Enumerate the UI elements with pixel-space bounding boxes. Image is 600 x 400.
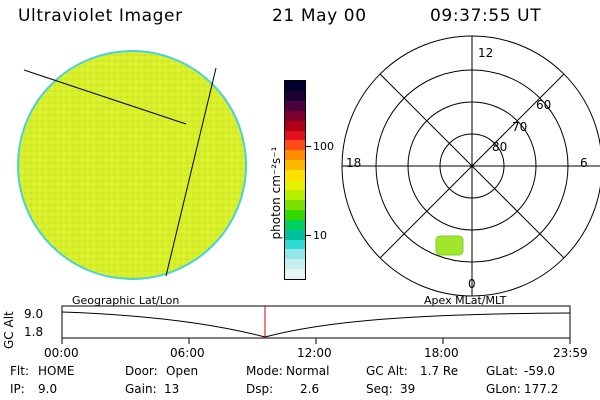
altitude-curve: [61, 311, 571, 338]
x-label-0600: 06:00: [170, 346, 205, 360]
status-flt-label: Flt:: [10, 364, 29, 378]
earth-disk: [17, 50, 247, 280]
colorbar-swatch: [285, 140, 305, 151]
colorbar-label-100: 100: [313, 140, 334, 153]
status-ip-label: IP:: [10, 382, 25, 396]
lat-label-80: 80: [492, 140, 508, 154]
colorbar-swatch: [285, 160, 305, 171]
status-dsp-value: 2.6: [300, 382, 320, 396]
status-door-label: Door:: [125, 364, 158, 378]
colorbar-swatch: [285, 189, 305, 200]
auroral-emission-blob: [435, 235, 464, 256]
status-flt-value: HOME: [38, 364, 75, 378]
colorbar-swatch: [285, 130, 305, 141]
timeline-frame: [61, 305, 571, 339]
polar-ring-50: [341, 35, 600, 297]
colorbar-tick-100: [306, 146, 311, 147]
mlt-label-6: 6: [580, 156, 588, 170]
colorbar-swatch: [285, 269, 305, 280]
colorbar-axis-label: photon cm⁻²s⁻¹: [269, 146, 283, 240]
x-label-1200: 12:00: [297, 346, 332, 360]
colorbar-swatch: [285, 209, 305, 220]
status-glat-label: GLat:: [486, 364, 519, 378]
status-gcalt-label: GC Alt:: [366, 364, 408, 378]
colorbar-swatch: [285, 229, 305, 240]
status-door-value: Open: [166, 364, 199, 378]
mlt-label-0: 0: [468, 277, 476, 291]
color-bar: [284, 80, 306, 280]
status-seq-value: 39: [400, 382, 416, 396]
colorbar-label-10: 10: [313, 229, 327, 242]
y-tick-9: 9.0: [24, 307, 44, 321]
status-mode-label: Mode:: [246, 364, 283, 378]
mlt-label-12: 12: [478, 46, 494, 60]
status-gain-value: 13: [164, 382, 180, 396]
status-glon-label: GLon:: [486, 382, 521, 396]
colorbar-swatch: [285, 199, 305, 210]
polar-mlt-plot: [341, 35, 600, 297]
status-gain-label: Gain:: [125, 382, 157, 396]
colorbar-swatch: [285, 239, 305, 250]
timeline-y-axis-label: GC Alt: [2, 311, 16, 349]
colorbar-swatch: [285, 219, 305, 230]
status-gcalt-value: 1.7 Re: [420, 364, 459, 378]
colorbar-swatch: [285, 259, 305, 270]
colorbar-swatch: [285, 249, 305, 260]
status-dsp-label: Dsp:: [246, 382, 274, 396]
geo-caption: Geographic Lat/Lon: [72, 294, 180, 307]
earth-disk-image: [17, 50, 247, 280]
status-glon-value: 177.2: [524, 382, 559, 396]
colorbar-swatch: [285, 81, 305, 91]
status-glat-value: -59.0: [524, 364, 556, 378]
status-seq-label: Seq:: [366, 382, 393, 396]
colorbar-swatch: [285, 90, 305, 101]
date-label: 21 May 00: [272, 6, 367, 26]
altitude-timeline: [61, 305, 571, 344]
colorbar-swatch: [285, 150, 305, 161]
status-mode-value: Normal: [286, 364, 330, 378]
terminator-line: [23, 69, 187, 125]
colorbar-swatch: [285, 100, 305, 111]
colorbar-swatch: [285, 110, 305, 121]
x-label-0000: 00:00: [44, 346, 79, 360]
lat-label-70: 70: [512, 120, 528, 134]
colorbar-swatch: [285, 170, 305, 181]
x-label-1800: 18:00: [424, 346, 459, 360]
apex-caption: Apex MLat/MLT: [424, 294, 507, 307]
y-tick-1: 1.8: [24, 325, 44, 339]
mlt-label-18: 18: [346, 156, 362, 170]
x-label-2359: 23:59: [553, 346, 588, 360]
instrument-title: Ultraviolet Imager: [18, 6, 183, 26]
colorbar-swatch: [285, 180, 305, 190]
status-ip-value: 9.0: [38, 382, 58, 396]
colorbar-tick-10: [306, 235, 311, 236]
longitude-line: [165, 67, 217, 277]
lat-label-60: 60: [536, 98, 552, 112]
time-label: 09:37:55 UT: [430, 6, 542, 26]
colorbar-swatch: [285, 120, 305, 131]
